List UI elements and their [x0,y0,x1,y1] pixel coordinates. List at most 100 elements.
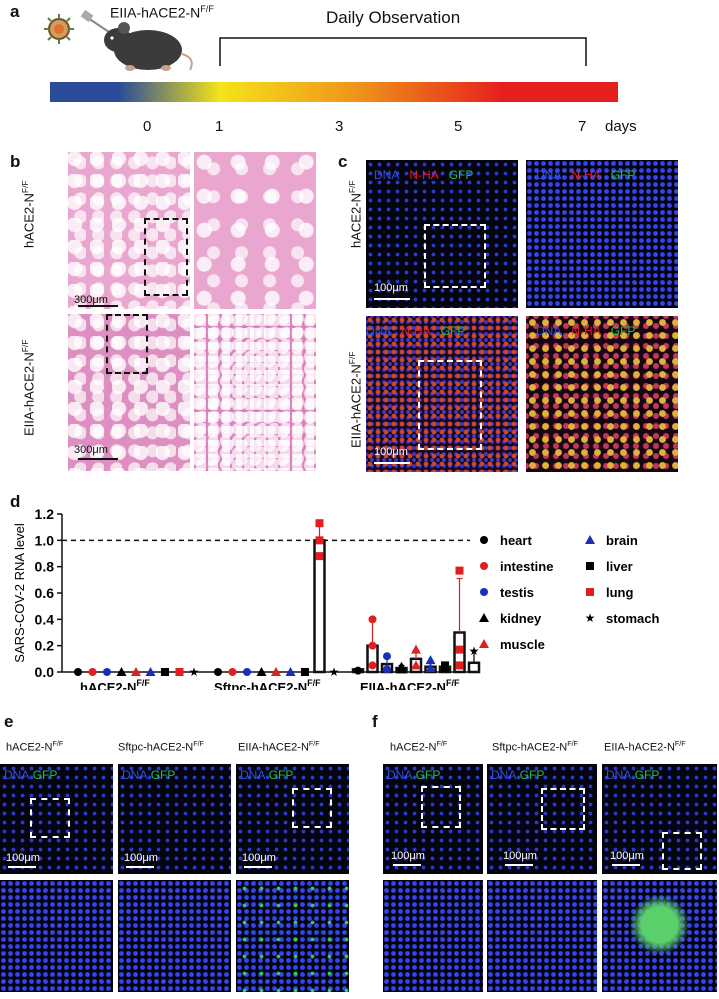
point-brain [425,655,436,665]
channel-labels: DNA N-HA GFP [374,168,473,182]
label-text: Sftpc-hACE2-N [118,741,194,754]
legend-marker-stomach: ★ [585,611,596,625]
point-muscle [131,667,141,676]
if-lung-eiia-overview: DNA N-HA GFP 100μm [366,316,518,472]
if-intestine-control-zoom [0,880,113,992]
day-tick-7: 7 [578,118,587,135]
channel-labels: DNA GFP [606,768,659,782]
nha-label: N-HA [571,168,601,182]
zoom-box [106,314,148,374]
gfp-label: GFP [634,768,660,782]
timeline-gradient-bar [50,82,618,102]
if-intestine-sftpc-zoom [118,880,231,992]
point-intestine [368,641,377,650]
if-liver-sftpc-zoom [487,880,597,992]
zoom-box [144,218,188,296]
panel-f-col1-label: hACE2-NF/F [390,740,447,754]
scalebar [78,458,118,460]
legend-label-heart: heart [500,533,532,548]
dna-label: DNA [491,768,517,782]
legend-label-kidney: kidney [500,611,542,626]
point-heart [214,668,222,676]
point-muscle [271,667,281,676]
panel-c-row2-sup: F/F [347,351,357,365]
gfp-label: GFP [268,768,294,782]
point-lung [175,668,184,676]
panel-c-row1-sup: F/F [347,180,357,194]
panel-b-row2-label: EIIA-hACE2-NF/F [20,340,36,436]
zoom-box [421,786,461,828]
observation-bracket [219,37,587,66]
scale-label: 100μm [242,852,276,864]
dna-label: DNA [374,168,400,182]
bar-stomach [467,661,481,674]
zoom-box [424,224,486,288]
day-tick-1: 1 [215,118,224,135]
y-tick-label: 0.4 [35,611,55,627]
y-tick-label: 0.0 [35,664,55,680]
label-sup: F/F [436,740,448,748]
day-tick-5: 5 [454,118,463,135]
scalebar [374,462,410,464]
label-text: EIIA-hACE2-N [238,741,309,754]
gfp-label: GFP [150,768,176,782]
y-tick-label: 0.2 [35,638,55,654]
label-text: Sftpc-hACE2-N [492,741,568,754]
label-sup: F/F [674,740,686,748]
if-intestine-eiia-overview: DNA GFP 100μm [236,764,349,874]
day-tick-3: 3 [335,118,344,135]
label-sup: F/F [52,740,64,748]
gfp-label: GFP [32,768,58,782]
point-liver [161,668,169,676]
point-liver [301,668,309,676]
nha-label: N-HA [571,324,601,338]
y-tick-label: 1.0 [35,532,55,548]
panel-c-row2-label: EIIA-hACE2-NF/F [347,352,363,448]
y-axis-label: SARS-COV-2 RNA level [12,523,27,663]
point-lung [315,552,324,561]
channel-labels: DNA GFP [491,768,544,782]
panel-f-letter: f [372,712,378,731]
y-tick-label: 1.2 [35,506,55,522]
legend-label-brain: brain [606,533,638,548]
legend-label-intestine: intestine [500,559,553,574]
panel-b-scale2: 300μm [74,444,108,456]
dna-label: DNA [606,768,632,782]
he-lung-control-overview [68,152,190,309]
scale-label: 100μm [124,852,158,864]
channel-labels: DNA GFP [4,768,57,782]
point-intestine [88,668,97,676]
group-label: Sftpc-hACE2-NF/F [214,678,321,690]
panel-b-row1-text: hACE2-N [21,193,37,248]
y-tick-label: 0.8 [35,559,55,575]
label-sup: F/F [567,740,578,748]
panel-b-letter: b [10,152,21,171]
legend-marker-liver [586,562,594,570]
point-lung [455,645,464,654]
if-lung-control-zoom: DNA N-HA GFP [526,160,678,308]
nha-label: N-HA [401,324,431,338]
label-text: hACE2-N [390,741,437,754]
panel-e-col3-label: EIIA-hACE2-NF/F [238,740,320,754]
he-lung-eiia-overview [68,314,190,471]
gfp-label: GFP [448,168,474,182]
rna-level-chart: 0.0 0.2 0.4 0.6 0.8 1.0 1.2 SARS-COV-2 RNA leve… [12,506,660,690]
zoom-box [662,832,702,870]
scalebar [126,866,154,868]
group-label: hACE2-NF/F [80,678,150,690]
panel-e-col1-label: hACE2-NF/F [6,740,63,754]
point-lung [455,566,464,575]
legend-marker-heart [480,536,488,544]
gfp-label: GFP [519,768,545,782]
point-heart [354,666,362,675]
channel-labels: DNA N-HA GFP [536,168,635,182]
if-lung-eiia-zoom: DNA N-HA GFP [526,316,678,472]
panel-f-col2-label: Sftpc-hACE2-NF/F [492,740,578,754]
point-brain [425,663,436,673]
point-testis [383,652,391,661]
dna-label: DNA [240,768,266,782]
panel-b-row2-sup: F/F [20,339,30,353]
he-lung-eiia-zoom [194,314,316,471]
point-stomach: ★ [329,665,340,679]
if-liver-control-zoom [383,880,483,992]
